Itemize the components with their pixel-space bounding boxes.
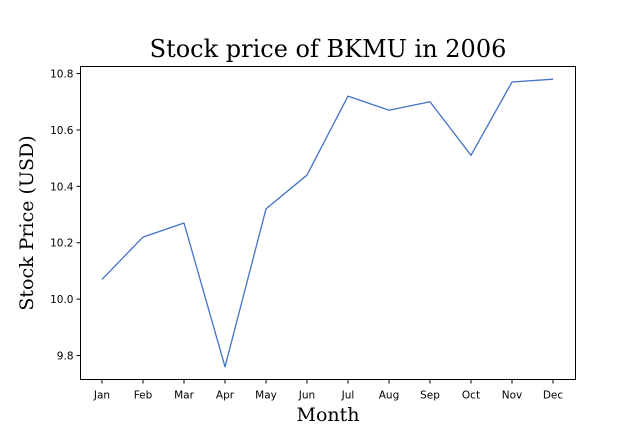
y-axis: 9.8 10.0 10.2 10.4 10.6 10.8: [50, 69, 81, 363]
stock-price-line: [101, 78, 554, 368]
x-tick-label-jan: Jan: [93, 390, 110, 402]
x-tick-label-may: May: [255, 390, 277, 402]
x-tick-label-nov: Nov: [502, 390, 523, 402]
x-axis: Jan Feb Mar Apr May Jun Jul Aug Sep Oct Nov Dec: [93, 379, 564, 402]
y-tick-label: 10.4: [50, 181, 74, 193]
y-tick-label: 9.8: [57, 351, 74, 363]
x-axis-label: Month: [296, 404, 359, 426]
x-tick-label-feb: Feb: [134, 390, 153, 402]
x-tick-label-apr: Apr: [216, 390, 235, 402]
x-tick-label-sep: Sep: [420, 390, 440, 402]
y-tick-label: 10.2: [50, 238, 73, 250]
y-tick-label: 10.0: [50, 294, 73, 306]
chart-title: Stock price of BKMU in 2006: [150, 35, 507, 63]
plot-area-frame: [80, 66, 576, 380]
x-tick-label-aug: Aug: [379, 390, 400, 402]
y-tick-label: 10.8: [50, 69, 73, 81]
x-tick-label-jun: Jun: [298, 390, 315, 402]
y-tick-label: 10.6: [50, 125, 74, 137]
x-tick-label-dec: Dec: [543, 390, 564, 402]
y-axis-label: Stock Price (USD): [16, 135, 38, 310]
x-tick-label-oct: Oct: [462, 390, 480, 402]
x-tick-label-mar: Mar: [174, 390, 194, 402]
x-tick-label-jul: Jul: [341, 390, 355, 402]
